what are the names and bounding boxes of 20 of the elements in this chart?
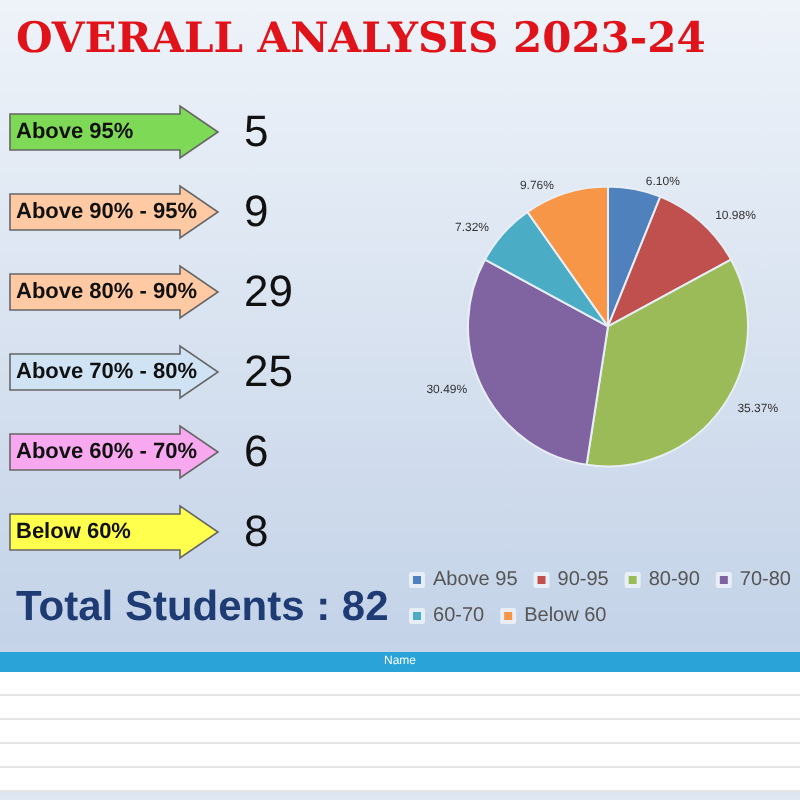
text: 6 (244, 426, 269, 478)
text: Above 80% - 90% (16, 278, 197, 308)
text: 5 (244, 106, 269, 158)
text: 29 (244, 266, 293, 318)
text: 25 (244, 346, 293, 398)
legend-label: 90-95 (557, 569, 610, 591)
text: Above 90% - 95% (16, 198, 197, 228)
legend-label: 70-80 (739, 569, 792, 591)
text: Above 95% (16, 118, 136, 148)
legend-label: Below 60 (524, 605, 608, 627)
text: 9 (244, 186, 269, 238)
text: Above 60% - 70% (16, 438, 197, 468)
text: 8 (244, 506, 269, 558)
legend-label: Above 95 (433, 569, 519, 591)
text: Total Students : 82 (16, 584, 389, 632)
legend-label: 80-90 (648, 569, 701, 591)
legend-label: 60-70 (433, 605, 486, 627)
chart-title: OVERALL ANALYSIS 2023-24 (16, 12, 706, 62)
text: Above 70% - 80% (16, 358, 197, 388)
text: Below 60% (16, 518, 133, 548)
